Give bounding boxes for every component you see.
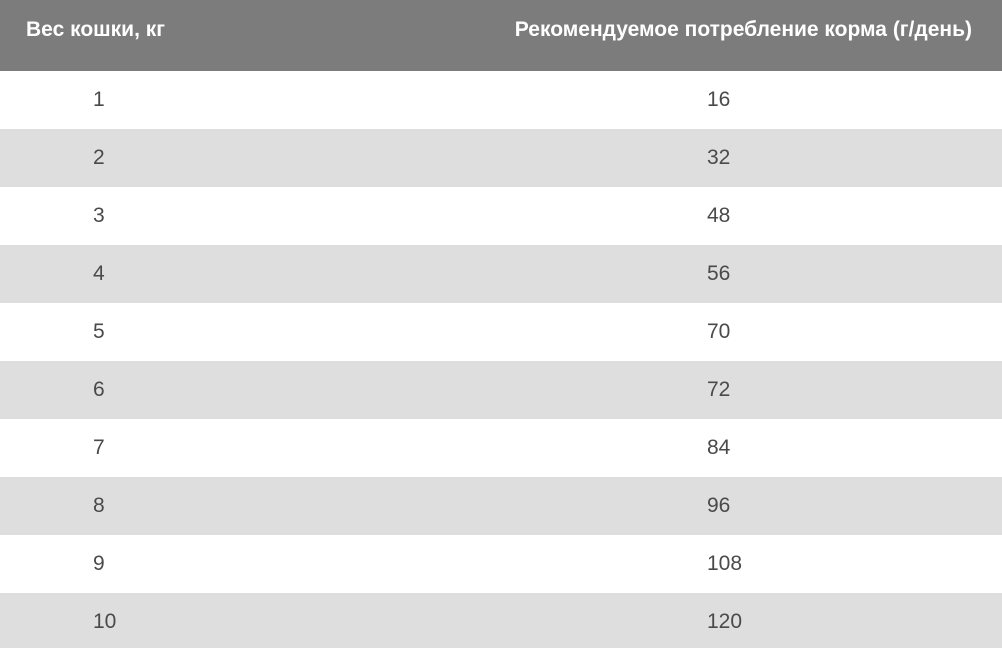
cell-cat-weight: 1 <box>93 88 105 111</box>
table-row: 4 56 <box>0 245 1002 303</box>
header-cat-weight: Вес кошки, кг <box>26 17 165 41</box>
table-row: 1 16 <box>0 71 1002 129</box>
cell-cat-weight: 4 <box>93 262 105 285</box>
table-row: 5 70 <box>0 303 1002 361</box>
table-row: 3 48 <box>0 187 1002 245</box>
table-row: 7 84 <box>0 419 1002 477</box>
cell-cat-weight: 5 <box>93 320 105 343</box>
cell-cat-weight: 7 <box>93 436 105 459</box>
cell-cat-weight: 6 <box>93 378 105 401</box>
cell-cat-weight: 3 <box>93 204 105 227</box>
table-row: 2 32 <box>0 129 1002 187</box>
table-row: 10 120 <box>0 593 1002 648</box>
cell-food-intake: 16 <box>707 88 731 111</box>
table-row: 9 108 <box>0 535 1002 593</box>
table-header: Вес кошки, кг Рекомендуемое потребление … <box>0 0 1002 71</box>
table-row: 6 72 <box>0 361 1002 419</box>
cell-food-intake: 96 <box>707 494 731 517</box>
cell-cat-weight: 2 <box>93 146 105 169</box>
cell-food-intake: 108 <box>707 552 743 575</box>
header-food-intake: Рекомендуемое потребление корма (г/день) <box>514 17 972 41</box>
cell-cat-weight: 9 <box>93 552 105 575</box>
cell-food-intake: 72 <box>707 378 731 401</box>
cell-food-intake: 84 <box>707 436 731 459</box>
table-body: 1 16 2 32 3 48 4 56 5 70 6 72 7 84 8 96 9 108 10 120 <box>0 71 1002 648</box>
table-row: 8 96 <box>0 477 1002 535</box>
cell-food-intake: 56 <box>707 262 731 285</box>
cell-cat-weight: 10 <box>93 610 117 633</box>
cell-food-intake: 70 <box>707 320 731 343</box>
cell-food-intake: 32 <box>707 146 731 169</box>
cell-food-intake: 48 <box>707 204 731 227</box>
header-row: Вес кошки, кг Рекомендуемое потребление … <box>0 0 1002 71</box>
cell-food-intake: 120 <box>707 610 743 633</box>
cell-cat-weight: 8 <box>93 494 105 517</box>
